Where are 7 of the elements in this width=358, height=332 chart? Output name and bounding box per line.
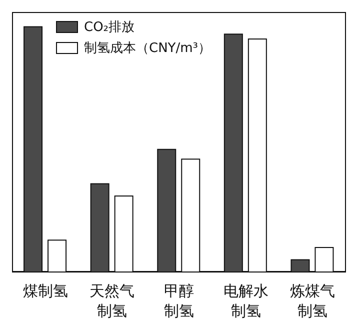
x-tick-label: 煤制氢 [22, 282, 68, 300]
x-tick-label: 炼煤气制氢 [290, 282, 336, 320]
x-tick-label: 甲醇制氢 [164, 282, 194, 320]
legend-label: 制氢成本（CNY/m³） [84, 40, 211, 57]
x-tick-label: 电解水制氢 [223, 282, 268, 320]
x-tick-label: 天然气制氢 [90, 282, 135, 320]
legend-label: CO₂排放 [84, 19, 135, 36]
